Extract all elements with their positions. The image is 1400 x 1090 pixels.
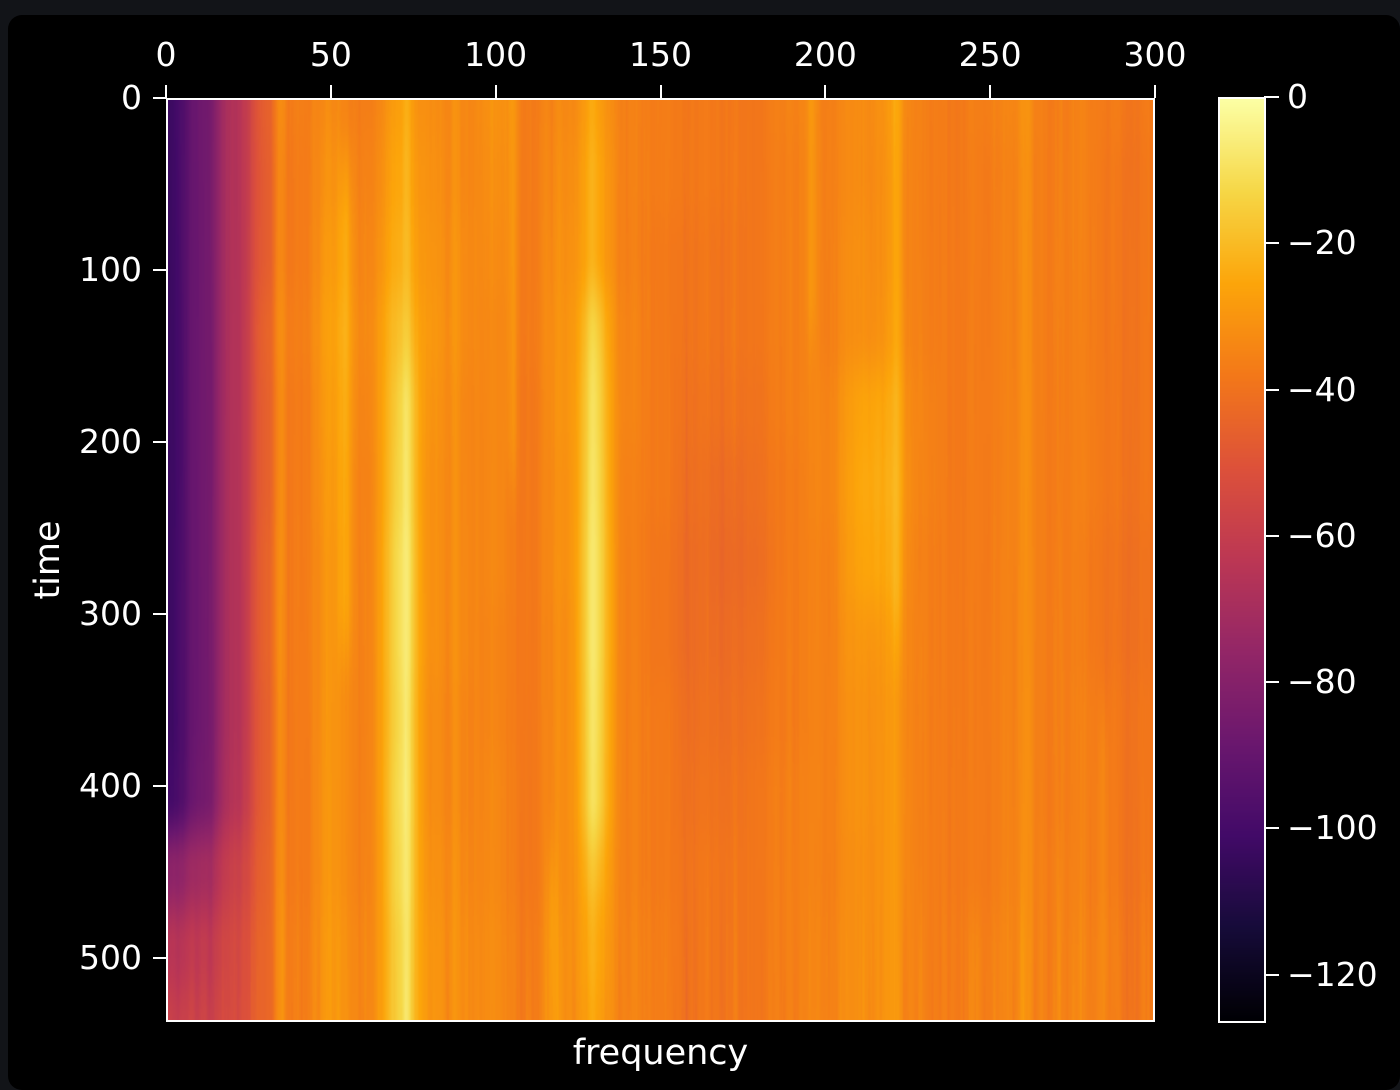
colorbar-canvas [1220, 99, 1264, 1021]
colorbar-tick-label: −40 [1287, 369, 1357, 409]
x-tick-label: 150 [629, 35, 692, 74]
colorbar-tick-label: −60 [1287, 515, 1357, 555]
y-tick-mark [153, 957, 166, 960]
colorbar-tick-mark [1264, 388, 1279, 391]
colorbar-tick-mark [1264, 827, 1279, 830]
x-tick-label: 200 [793, 35, 857, 74]
y-tick-mark [153, 269, 166, 272]
y-tick-label: 300 [79, 594, 142, 634]
y-tick-mark [153, 441, 166, 444]
colorbar-tick-label: −120 [1287, 954, 1378, 994]
colorbar-tick-label: −100 [1287, 808, 1378, 848]
y-tick-label: 100 [79, 250, 142, 290]
y-tick-mark [153, 613, 166, 616]
y-axis-label: time [28, 520, 68, 600]
x-tick-mark [329, 85, 332, 98]
colorbar-tick-label: −20 [1287, 223, 1357, 263]
colorbar-tick-mark [1264, 534, 1279, 537]
y-tick-mark [153, 785, 166, 788]
colorbar-tick-mark [1264, 242, 1279, 245]
colorbar-tick-mark [1264, 96, 1279, 98]
x-axis-label: frequency [572, 1033, 749, 1073]
y-tick-label: 200 [79, 422, 142, 462]
x-tick-label: 50 [309, 35, 352, 74]
x-tick-mark [989, 85, 992, 98]
x-tick-mark [1154, 85, 1156, 98]
heatmap-axes [166, 98, 1155, 1022]
colorbar-tick-mark [1264, 681, 1279, 684]
x-tick-label: 300 [1123, 35, 1187, 74]
y-tick-label: 400 [79, 766, 142, 806]
x-tick-label: 100 [464, 35, 528, 74]
x-tick-mark [659, 85, 662, 98]
y-tick-label: 500 [79, 938, 142, 978]
y-tick-label: 0 [121, 78, 142, 117]
figure: 0 50 100 150 200 250 300 0 100 200 300 400 500 freq… [8, 15, 1400, 1090]
x-tick-mark [824, 85, 827, 98]
y-tick-mark [153, 97, 166, 99]
colorbar-tick-mark [1264, 973, 1279, 976]
x-tick-mark [494, 85, 497, 98]
colorbar-tick-label: 0 [1287, 77, 1308, 116]
colorbar [1218, 97, 1266, 1023]
colorbar-tick-label: −80 [1287, 662, 1357, 702]
x-tick-label: 0 [155, 35, 177, 74]
x-tick-label: 250 [958, 35, 1022, 74]
x-tick-mark [165, 85, 167, 98]
heatmap-canvas [168, 100, 1153, 1020]
